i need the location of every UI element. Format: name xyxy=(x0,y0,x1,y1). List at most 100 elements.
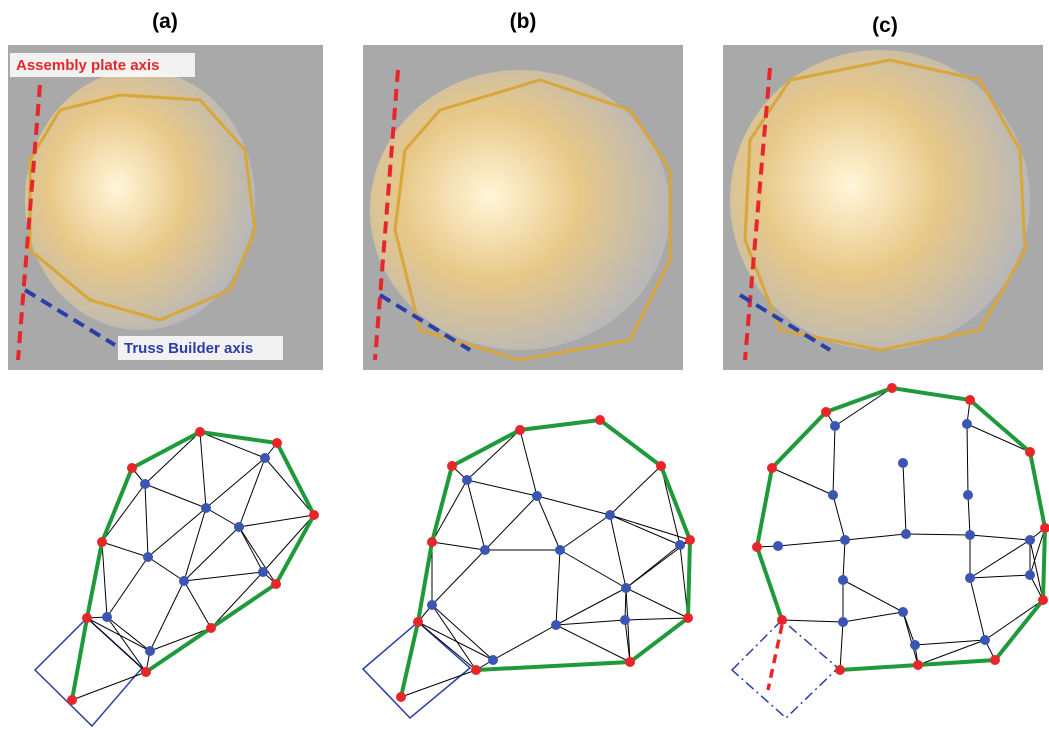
inner-node xyxy=(532,491,542,501)
photo-b xyxy=(363,45,683,370)
inner-node xyxy=(620,615,630,625)
truss-edge xyxy=(102,542,107,617)
boundary-node xyxy=(1025,447,1035,457)
inner-node xyxy=(773,541,783,551)
truss-edge xyxy=(782,620,843,622)
inner-node xyxy=(140,479,150,489)
annotation: Truss Builder axis xyxy=(124,340,253,357)
truss-edge xyxy=(432,550,485,605)
inner-node xyxy=(605,510,615,520)
inner-node xyxy=(234,522,244,532)
panel-label: (a) xyxy=(152,10,178,33)
inner-node xyxy=(963,490,973,500)
truss-edge xyxy=(833,495,845,540)
truss-edge xyxy=(148,508,206,557)
truss-edge xyxy=(184,581,211,628)
boundary-node xyxy=(413,617,423,627)
inner-node xyxy=(840,535,850,545)
inner-node xyxy=(898,607,908,617)
boundary-node xyxy=(427,537,437,547)
inner-node xyxy=(143,552,153,562)
truss-edge xyxy=(87,618,146,672)
truss-edge xyxy=(206,458,265,508)
boundary-node xyxy=(821,407,831,417)
inner-node xyxy=(179,576,189,586)
truss-edge xyxy=(148,557,184,581)
truss-edge xyxy=(610,515,680,545)
boundary-node xyxy=(990,655,1000,665)
boundary-node xyxy=(67,695,77,705)
truss-edge xyxy=(560,550,626,588)
truss-edge xyxy=(556,620,625,625)
boundary-node xyxy=(656,461,666,471)
boundary-node xyxy=(309,510,319,520)
boundary-node xyxy=(777,615,787,625)
truss-edge xyxy=(432,542,485,550)
boundary-node xyxy=(625,657,635,667)
truss-edge xyxy=(843,580,903,612)
truss-edge xyxy=(102,542,148,557)
boundary-node xyxy=(97,537,107,547)
boundary-node xyxy=(206,623,216,633)
truss-edge xyxy=(626,545,680,588)
boundary-node xyxy=(82,613,92,623)
truss-edge xyxy=(778,540,845,546)
truss-edge xyxy=(840,622,843,670)
truss-edge xyxy=(485,496,537,550)
figure: (a) (b) (c) Assembly plate axis Truss Bu… xyxy=(0,0,1049,730)
boundary-node xyxy=(471,665,481,675)
truss-edge xyxy=(537,496,610,515)
truss-edge xyxy=(970,540,1030,578)
inner-node xyxy=(145,646,155,656)
photo-c xyxy=(723,45,1043,370)
boundary-node xyxy=(447,461,457,471)
truss-edge xyxy=(145,484,148,557)
truss-edge xyxy=(903,463,906,534)
truss-edge xyxy=(967,424,1030,452)
truss-edge xyxy=(107,617,146,672)
boundary-node xyxy=(685,535,695,545)
annotation: Assembly plate axis xyxy=(16,57,159,74)
truss-edge xyxy=(467,480,485,550)
truss-edge xyxy=(843,540,845,580)
boundary-node xyxy=(271,579,281,589)
boundary-node xyxy=(127,463,137,473)
panel-label: (b) xyxy=(510,10,537,33)
truss-edge xyxy=(72,672,146,700)
truss-edge xyxy=(610,466,661,515)
truss-edge xyxy=(520,430,537,496)
boundary xyxy=(757,388,1045,670)
boundary-node xyxy=(683,613,693,623)
boundary-node xyxy=(835,665,845,675)
truss-edge xyxy=(625,618,688,620)
inner-node xyxy=(980,635,990,645)
inner-node xyxy=(962,419,972,429)
truss-edge xyxy=(432,605,493,660)
truss-edge xyxy=(556,588,626,625)
truss-edge xyxy=(432,605,476,670)
truss-edge xyxy=(206,508,239,527)
truss-edge xyxy=(906,534,970,535)
truss-edge xyxy=(239,527,276,584)
inner-node xyxy=(555,545,565,555)
inner-node xyxy=(488,655,498,665)
truss-edge xyxy=(967,424,968,495)
truss-edge xyxy=(772,468,833,495)
truss-edge xyxy=(556,550,560,625)
boundary-node xyxy=(752,542,762,552)
inner-node xyxy=(621,583,631,593)
inner-node xyxy=(675,540,685,550)
inner-node xyxy=(1025,570,1035,580)
truss-edge xyxy=(970,575,1030,578)
inner-node xyxy=(551,620,561,630)
inner-node xyxy=(427,600,437,610)
inner-node xyxy=(258,567,268,577)
inner-node xyxy=(898,458,908,468)
inner-node xyxy=(838,617,848,627)
boundary-node xyxy=(396,692,406,702)
inner-node xyxy=(965,530,975,540)
truss-edge xyxy=(145,484,206,508)
boundary xyxy=(401,420,690,697)
inner-node xyxy=(260,453,270,463)
inner-node xyxy=(102,612,112,622)
